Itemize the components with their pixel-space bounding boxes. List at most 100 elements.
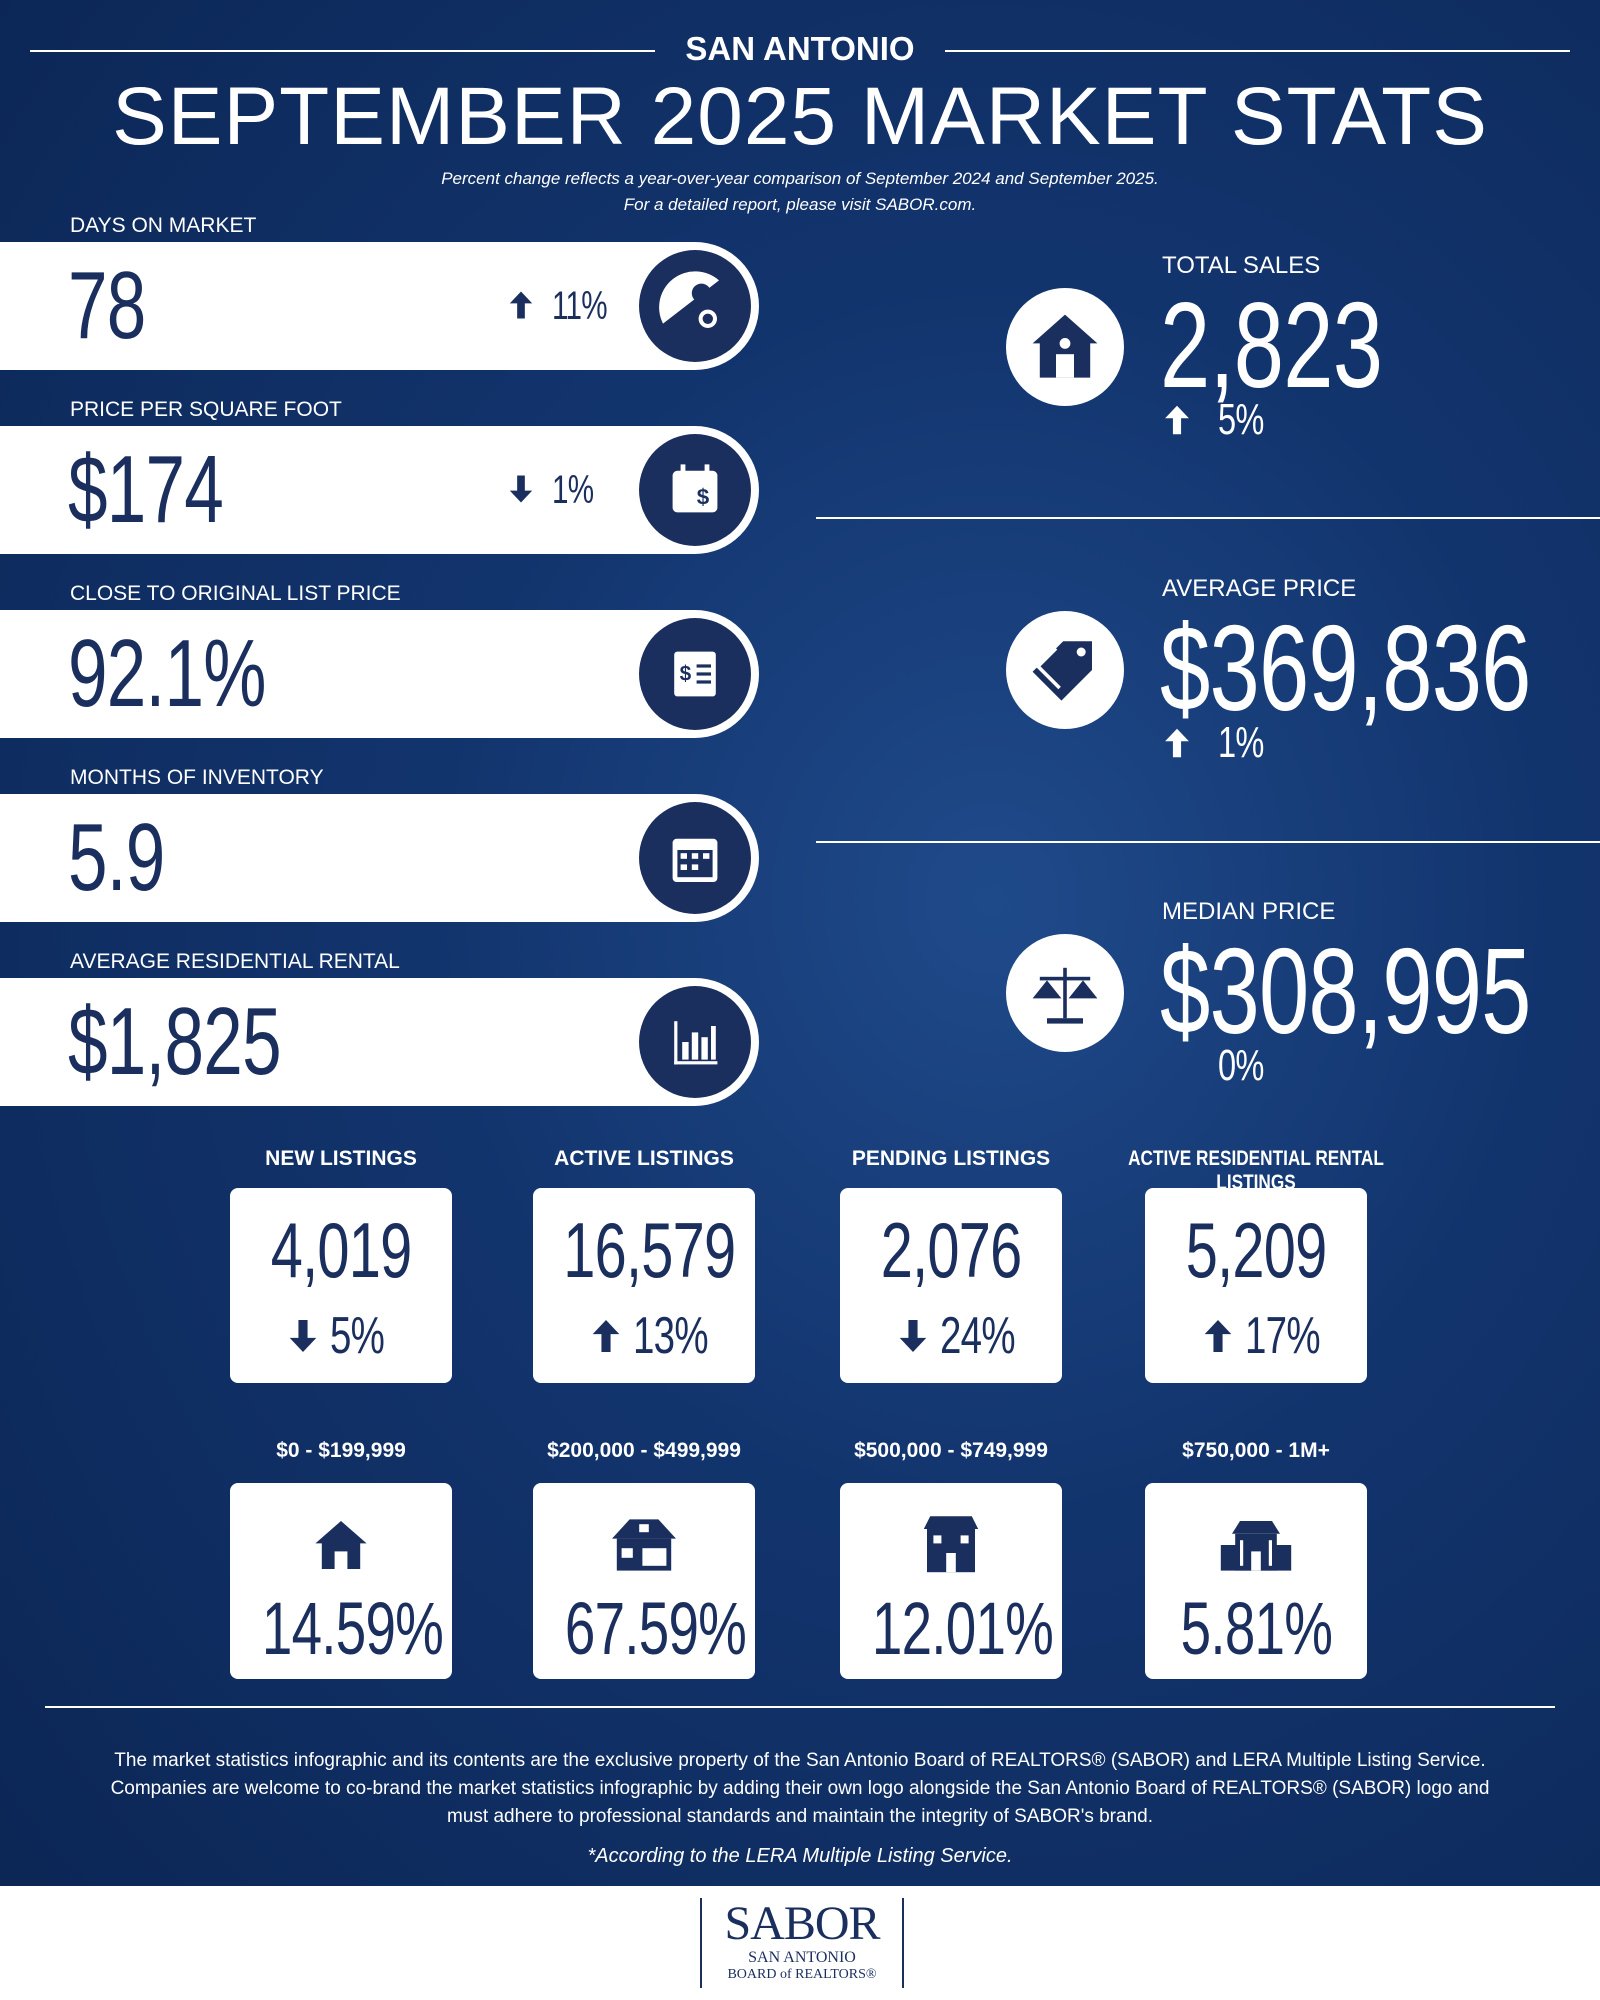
- listing-change-text: 5%: [330, 1307, 385, 1365]
- trend-arrow-svg: [1204, 1320, 1232, 1352]
- house-icon-svg: [1220, 1521, 1292, 1571]
- stat-bar: $174 1% $: [0, 426, 759, 554]
- stat-label: TOTAL SALES: [1162, 252, 1321, 279]
- stat-value-text: $308,995: [1160, 923, 1531, 1059]
- logo-name: SABOR: [724, 1897, 880, 1950]
- house-icon: [1211, 1505, 1301, 1585]
- trend-arrow-svg: [1165, 728, 1189, 758]
- icon: [655, 1002, 735, 1082]
- icon: [1020, 948, 1110, 1038]
- stat-label: DAYS ON MARKET: [70, 214, 257, 237]
- price-share: 12.01%: [840, 1589, 1062, 1669]
- stat-bar: 5.9: [0, 794, 759, 922]
- price-label: $0 - $199,999: [276, 1439, 406, 1462]
- trend-arrow: [505, 288, 537, 322]
- stat-value: 2,823: [1160, 280, 1460, 410]
- stat-icon: $: [639, 618, 751, 730]
- stat-change: 1%: [552, 426, 608, 554]
- trend-arrow: [1160, 725, 1194, 761]
- stat-value-text: 92.1%: [68, 620, 266, 727]
- house-icon-svg: [315, 1521, 367, 1569]
- divider: [45, 1706, 1555, 1708]
- listing-change-text: 17%: [1245, 1307, 1321, 1365]
- divider: [816, 517, 1600, 519]
- icon: $: [655, 450, 735, 530]
- stat-value-text: 5.9: [68, 804, 165, 911]
- rule: [30, 50, 655, 52]
- note: For a detailed report, please visit SABO…: [623, 195, 977, 214]
- icon-svg: [674, 1021, 718, 1065]
- stat-change: 5%: [1218, 392, 1280, 448]
- stat-bar: 78 11%: [0, 242, 759, 370]
- house-icon-svg: [612, 1519, 676, 1571]
- listing-label: ACTIVE LISTINGS: [554, 1147, 734, 1170]
- trend-arrow-svg: [592, 1320, 620, 1352]
- listing-label: NEW LISTINGS: [265, 1147, 417, 1170]
- stat-bar: 92.1% $: [0, 610, 759, 738]
- stat-value-text: 78: [68, 252, 146, 359]
- trend-arrow: [505, 472, 537, 506]
- listing-change-text: 24%: [940, 1307, 1016, 1365]
- stat-value: $308,995: [1160, 926, 1600, 1056]
- icon-svg: $: [674, 651, 716, 697]
- listing-card: 4,019 5%: [230, 1188, 452, 1383]
- note: Percent change reflects a year-over-year…: [441, 169, 1159, 188]
- icon: [655, 266, 735, 346]
- price-share: 14.59%: [230, 1589, 452, 1669]
- icon: $: [655, 634, 735, 714]
- title: SEPTEMBER 2025 MARKET STATS: [112, 71, 1488, 162]
- price-label: $500,000 - $749,999: [854, 1439, 1048, 1462]
- listing-change: 13%: [633, 1308, 734, 1364]
- stat-icon: [639, 986, 751, 1098]
- listing-change: 5%: [330, 1308, 403, 1364]
- icon: [1020, 302, 1110, 392]
- listing-value: 2,076: [840, 1210, 1062, 1290]
- icon-svg: [1032, 314, 1098, 378]
- listing-value: 16,579: [533, 1210, 755, 1290]
- price-card: 14.59%: [230, 1483, 452, 1679]
- stat-value-text: 2,823: [1160, 277, 1383, 413]
- stat-value-text: $174: [68, 436, 224, 543]
- stat-value: $174: [68, 426, 278, 554]
- price-label: $200,000 - $499,999: [547, 1439, 741, 1462]
- stat-change-text: 1%: [1218, 718, 1264, 767]
- listing-change: 17%: [1245, 1308, 1346, 1364]
- stat-change-text: 11%: [552, 284, 608, 328]
- listing-change-text: 13%: [633, 1307, 709, 1365]
- listing-change: 24%: [940, 1308, 1041, 1364]
- stat-icon: [639, 250, 751, 362]
- stat-change: 11%: [552, 242, 626, 370]
- trend-arrow-svg: [509, 291, 533, 319]
- icon: [655, 818, 735, 898]
- stat-icon: [1006, 611, 1124, 729]
- stat-label: AVERAGE RESIDENTIAL RENTAL: [70, 950, 400, 973]
- stat-icon: [1006, 934, 1124, 1052]
- listing-value-text: 2,076: [880, 1206, 1022, 1294]
- price-share: 67.59%: [533, 1589, 755, 1669]
- listing-value-text: 5,209: [1185, 1206, 1327, 1294]
- trend-arrow-svg: [1165, 405, 1189, 435]
- stat-change: 1%: [1218, 715, 1280, 771]
- listing-value-text: 16,579: [563, 1206, 736, 1294]
- listing-card: 5,209 17%: [1145, 1188, 1367, 1383]
- price-share-text: 12.01%: [871, 1587, 1054, 1670]
- trend-arrow: [1199, 1316, 1237, 1356]
- house-icon-svg: [923, 1516, 979, 1573]
- stat-value-text: $369,836: [1160, 600, 1531, 736]
- stat-change-text: 0%: [1218, 1041, 1264, 1090]
- listing-label: PENDING LISTINGS: [851, 1147, 1051, 1170]
- stat-value: $369,836: [1160, 603, 1600, 733]
- logo: SABOR SAN ANTONIO BOARD of REALTORS®: [700, 1898, 904, 1988]
- trend-arrow-svg: [289, 1320, 317, 1352]
- logo-line: SAN ANTONIO: [748, 1949, 856, 1966]
- price-share-text: 5.81%: [1180, 1587, 1332, 1670]
- stat-value-text: $1,825: [68, 988, 282, 1095]
- disclaimer: Companies are welcome to co-brand the ma…: [110, 1778, 1490, 1799]
- trend-arrow: [894, 1316, 932, 1356]
- stat-value: 92.1%: [68, 610, 335, 738]
- rule: [945, 50, 1570, 52]
- disclaimer: The market statistics infographic and it…: [114, 1750, 1486, 1771]
- icon-svg: $: [672, 464, 718, 513]
- price-card: 5.81%: [1145, 1483, 1367, 1679]
- location: SAN ANTONIO: [685, 30, 915, 67]
